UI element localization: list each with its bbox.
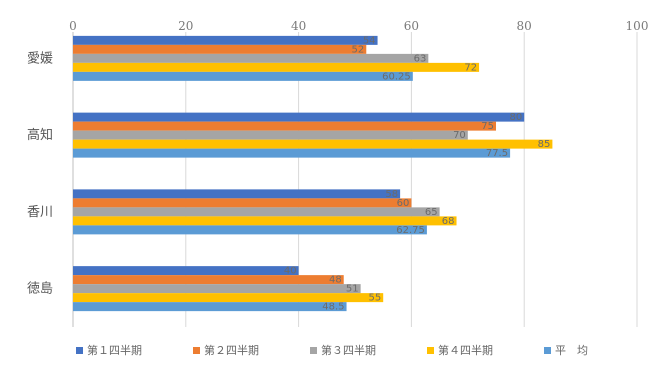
bar: [73, 189, 401, 199]
bar: [73, 275, 344, 285]
category-label: 徳島: [27, 282, 53, 297]
legend-swatch: [310, 347, 317, 354]
data-label: 51: [346, 284, 359, 295]
bar: [73, 216, 457, 226]
x-tick-label: 80: [517, 19, 532, 33]
x-tick-label: 0: [69, 19, 77, 33]
x-tick-label: 20: [178, 19, 193, 33]
bar: [73, 148, 511, 158]
data-label: 72: [464, 62, 477, 73]
legend-label: 第１四半期: [87, 343, 142, 357]
x-tick-label: 60: [404, 19, 419, 33]
bar: [73, 198, 412, 208]
data-label: 68: [442, 216, 455, 227]
legend: 第１四半期 第２四半期 第３四半期 第４四半期 平 均: [76, 343, 588, 357]
bar: [73, 130, 468, 140]
bar: [73, 293, 384, 303]
data-label: 80: [509, 112, 522, 123]
data-label: 85: [538, 139, 551, 150]
x-axis-ticks: 0 20 40 60 80 100: [69, 19, 648, 33]
bar: [73, 284, 361, 294]
legend-swatch: [76, 347, 83, 354]
data-label: 40: [284, 266, 297, 277]
data-label: 63: [414, 53, 427, 64]
bar: [73, 62, 480, 72]
data-label: 77.5: [486, 148, 508, 159]
data-label: 62.75: [396, 225, 425, 236]
legend-swatch: [544, 347, 551, 354]
bar: [73, 112, 525, 122]
bars: [73, 35, 553, 312]
data-label: 60.25: [382, 71, 411, 82]
bar: [73, 225, 427, 235]
data-label: 54: [363, 35, 376, 46]
category-label: 愛媛: [27, 51, 53, 66]
data-label: 55: [368, 293, 381, 304]
x-tick-label: 100: [626, 19, 649, 33]
bar: [73, 35, 378, 45]
legend-swatch: [427, 347, 434, 354]
data-label: 65: [425, 207, 438, 218]
x-tick-label: 40: [291, 19, 306, 33]
data-label: 60: [397, 198, 410, 209]
category-label: 高知: [27, 127, 53, 143]
bar: [73, 121, 496, 131]
bar: [73, 71, 413, 81]
bar: [73, 53, 429, 63]
bar: [73, 44, 367, 54]
bar: [73, 139, 553, 149]
data-label: 52: [352, 44, 365, 55]
legend-swatch: [193, 347, 200, 354]
legend-label: 平 均: [555, 344, 588, 357]
category-label: 香川: [27, 205, 53, 220]
bar: [73, 207, 440, 217]
bar: [73, 266, 299, 276]
data-label: 70: [453, 130, 466, 141]
bar: [73, 302, 347, 312]
legend-label: 第３四半期: [321, 343, 376, 357]
data-label: 58: [385, 189, 398, 200]
legend-label: 第２四半期: [204, 343, 259, 357]
data-label: 48: [329, 275, 342, 286]
data-label: 48.5: [322, 302, 344, 313]
data-label: 75: [481, 121, 494, 132]
legend-label: 第４四半期: [438, 343, 493, 357]
